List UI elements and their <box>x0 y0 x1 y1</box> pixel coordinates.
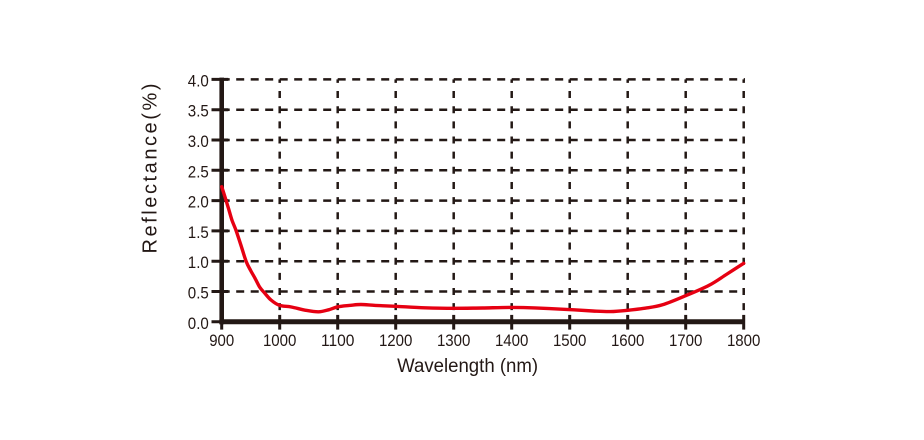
svg-text:3.5: 3.5 <box>188 103 209 121</box>
svg-text:0.0: 0.0 <box>188 315 209 333</box>
svg-text:1800: 1800 <box>727 332 761 350</box>
svg-text:1700: 1700 <box>669 332 703 350</box>
svg-text:0.5: 0.5 <box>188 285 209 303</box>
svg-text:2.0: 2.0 <box>188 194 209 212</box>
svg-text:1300: 1300 <box>437 332 471 350</box>
svg-text:1000: 1000 <box>263 332 297 350</box>
svg-text:1.0: 1.0 <box>188 254 209 272</box>
svg-text:Wavelength (nm): Wavelength (nm) <box>397 356 538 377</box>
svg-text:1500: 1500 <box>553 332 587 350</box>
svg-text:2.5: 2.5 <box>188 163 209 181</box>
svg-text:1100: 1100 <box>321 332 355 350</box>
svg-text:1600: 1600 <box>611 332 645 350</box>
svg-text:900: 900 <box>209 332 234 350</box>
svg-text:1400: 1400 <box>495 332 529 350</box>
svg-text:1200: 1200 <box>379 332 413 350</box>
svg-text:1.5: 1.5 <box>188 224 209 242</box>
svg-text:Reflectance(%): Reflectance(%) <box>140 84 162 254</box>
svg-text:4.0: 4.0 <box>188 72 209 90</box>
svg-text:3.0: 3.0 <box>188 133 209 151</box>
